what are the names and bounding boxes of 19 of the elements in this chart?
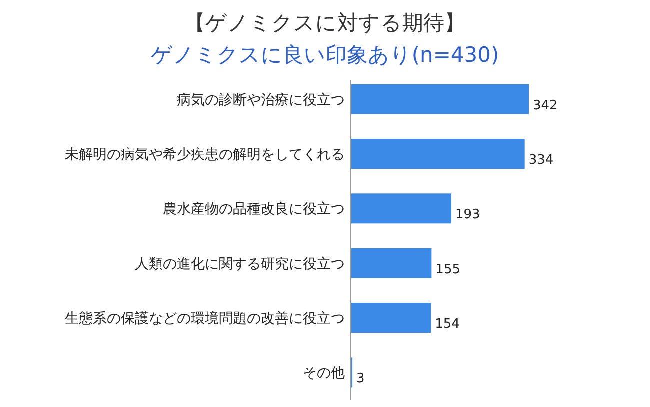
y-tick-label: 農水産物の品種改良に役立つ (163, 202, 345, 218)
y-tick-label: その他 (303, 366, 345, 382)
y-tick-label: 病気の診断や治療に役立つ (177, 92, 345, 108)
bar (351, 84, 529, 114)
data-label: 342 (533, 98, 558, 114)
y-tick-label: 未解明の病気や希少疾患の解明をしてくれる (65, 147, 345, 163)
bar (351, 303, 432, 333)
bar (351, 139, 525, 169)
chart-subtitle: ゲノミクスに良い印象あり(n=430) (150, 43, 500, 67)
bar (351, 194, 452, 224)
y-tick-label: 生態系の保護などの環境問題の改善に役立つ (65, 310, 345, 327)
bar (351, 248, 432, 278)
data-label: 155 (436, 262, 460, 278)
y-tick-label: 人類の進化に関する研究に役立つ (135, 256, 345, 272)
data-label: 154 (435, 317, 460, 332)
data-label: 334 (528, 153, 554, 168)
data-label: 3 (356, 372, 365, 387)
data-label: 193 (455, 208, 480, 223)
chart-title: 【ゲノミクスに対する期待】 (184, 11, 466, 35)
